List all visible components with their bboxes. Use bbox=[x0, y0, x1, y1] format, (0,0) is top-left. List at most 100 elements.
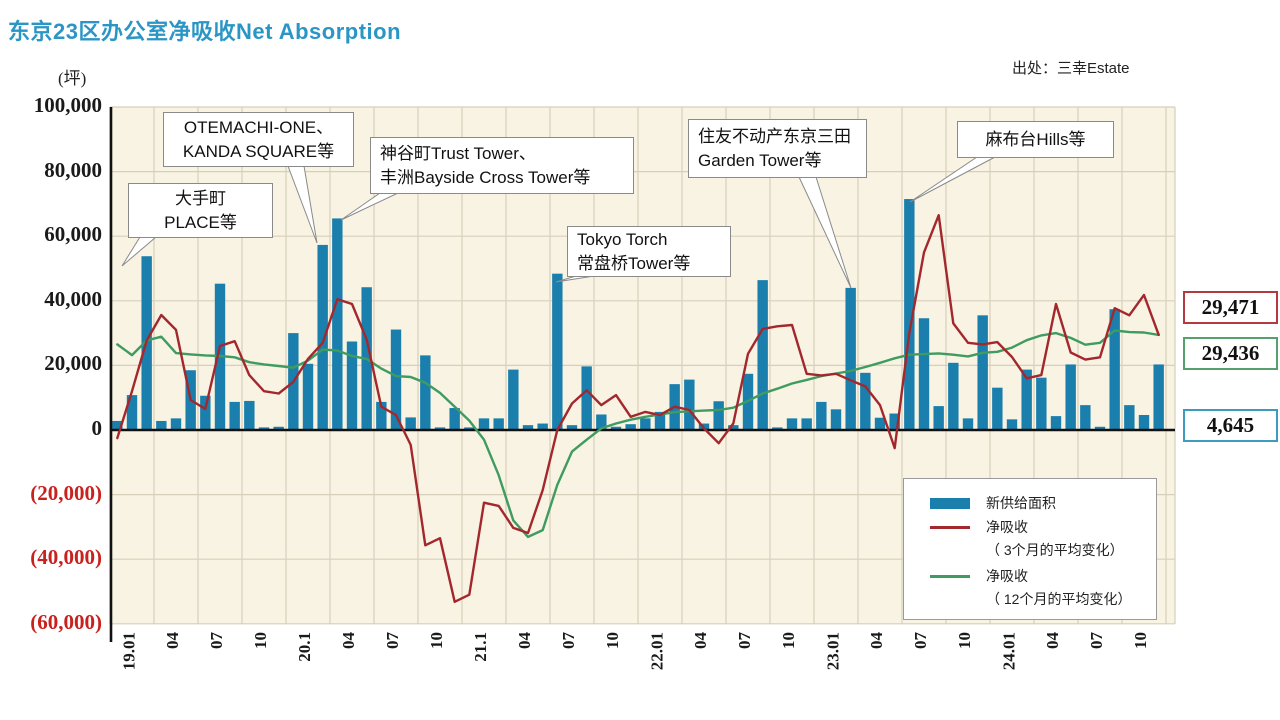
supply-bar bbox=[860, 372, 871, 430]
x-tick-label: 04 bbox=[1043, 632, 1062, 649]
supply-bar bbox=[508, 369, 519, 430]
supply-bar bbox=[684, 379, 695, 430]
annotation-otemachi-one-kanda-square: OTEMACHI-ONE、 KANDA SQUARE等 bbox=[163, 112, 354, 167]
supply-bar bbox=[1065, 364, 1076, 430]
annotation-sumitomo-mita-garden-tower: 住友不动产东京三田 Garden Tower等 bbox=[688, 119, 867, 178]
supply-bar bbox=[801, 418, 812, 430]
legend-sublabel: （ 3个月的平均变化） bbox=[986, 542, 1124, 558]
legend: 新供给面积 净吸收 （ 3个月的平均变化） 净吸收 （ 12个月的平均变化） bbox=[903, 478, 1157, 620]
x-tick-label: 04 bbox=[163, 632, 182, 649]
x-tick-label: 07 bbox=[911, 632, 930, 649]
x-tick-label: 10 bbox=[955, 632, 974, 649]
supply-bar bbox=[918, 318, 930, 430]
annotation-line: Garden Tower等 bbox=[698, 150, 822, 170]
supply-bar bbox=[728, 425, 739, 430]
supply-bar bbox=[522, 425, 534, 430]
annotation-line: OTEMACHI-ONE、 bbox=[183, 117, 334, 137]
annotation-line: KANDA SQUARE等 bbox=[182, 141, 335, 161]
x-tick-label: 23.01 bbox=[823, 632, 842, 671]
supply-bar bbox=[244, 400, 255, 430]
x-tick-label: 22.01 bbox=[647, 632, 666, 671]
supply-bar bbox=[1094, 426, 1106, 430]
supply-bar bbox=[889, 413, 900, 430]
x-tick-label: 04 bbox=[515, 632, 534, 649]
annotation-line: 神谷町Trust Tower、 bbox=[380, 143, 536, 163]
supply-bar bbox=[830, 409, 842, 430]
x-tick-label: 10 bbox=[1131, 632, 1150, 649]
supply-bar bbox=[1050, 416, 1062, 430]
x-tick-label: 10 bbox=[251, 632, 270, 649]
supply-bar bbox=[992, 387, 1003, 430]
x-tick-label: 21.1 bbox=[471, 632, 490, 662]
supply-bar bbox=[1036, 377, 1047, 430]
annotation-line: PLACE等 bbox=[164, 212, 237, 232]
supply-bar bbox=[346, 341, 358, 430]
y-tick-label: 0 bbox=[91, 416, 103, 440]
supply-bar bbox=[200, 395, 211, 430]
value-box-net-absorption-3m: 29,471 bbox=[1183, 291, 1278, 324]
annotation-azabudai-hills: 麻布台Hills等 bbox=[957, 121, 1114, 158]
supply-bar bbox=[273, 426, 284, 430]
annotation-line: 丰洲Bayside Cross Tower等 bbox=[380, 167, 591, 187]
x-tick-label: 24.01 bbox=[999, 632, 1018, 671]
x-tick-label: 10 bbox=[779, 632, 798, 649]
supply-bar bbox=[420, 355, 431, 430]
supply-bar bbox=[405, 417, 416, 430]
source-label: 出处：三幸Estate bbox=[1012, 60, 1130, 77]
supply-bar bbox=[1138, 414, 1150, 430]
net-absorption-3m-line bbox=[116, 213, 1160, 603]
supply-bar bbox=[112, 420, 123, 430]
supply-bar bbox=[845, 287, 856, 430]
supply-bar bbox=[874, 417, 886, 430]
supply-bar bbox=[933, 406, 944, 430]
supply-bar bbox=[962, 418, 974, 430]
legend-item-net-absorption-3m: 净吸收 bbox=[930, 515, 1156, 539]
supply-bar bbox=[170, 418, 182, 430]
x-tick-label: 07 bbox=[559, 632, 578, 649]
x-tick-label: 07 bbox=[383, 632, 402, 649]
x-tick-label: 07 bbox=[1087, 632, 1106, 649]
annotation-tokyo-torch: Tokyo Torch 常盘桥Tower等 bbox=[567, 226, 731, 277]
supply-bar bbox=[229, 401, 240, 430]
annotation-line: 常盘桥Tower等 bbox=[577, 253, 691, 273]
x-tick-label: 19.01 bbox=[119, 632, 138, 671]
annotation-otemachi-place: 大手町 PLACE等 bbox=[128, 183, 273, 238]
net-absorption-12m-line bbox=[116, 329, 1160, 539]
y-tick-label: 80,000 bbox=[44, 157, 102, 182]
supply-bar bbox=[566, 425, 578, 430]
supply-bar bbox=[537, 423, 548, 430]
y-tick-label: (40,000) bbox=[30, 545, 102, 570]
annotation-line: 麻布台Hills等 bbox=[985, 129, 1086, 149]
x-tick-label: 04 bbox=[339, 632, 358, 649]
x-tick-label: 04 bbox=[867, 632, 886, 649]
supply-bar bbox=[1109, 309, 1120, 430]
annotation-line: Tokyo Torch bbox=[577, 229, 668, 249]
y-tick-label: 20,000 bbox=[44, 351, 102, 376]
supply-bar bbox=[126, 395, 138, 430]
supply-bar bbox=[376, 401, 387, 430]
annotation-kamiyacho-toyosu: 神谷町Trust Tower、 丰洲Bayside Cross Tower等 bbox=[370, 137, 634, 194]
supply-bar bbox=[1124, 405, 1135, 430]
legend-label: 净吸收 bbox=[986, 568, 1028, 584]
supply-bar bbox=[390, 329, 402, 430]
y-tick-label: (60,000) bbox=[30, 609, 102, 634]
legend-green-line-swatch bbox=[930, 574, 970, 578]
page-title: 东京23区办公室净吸收Net Absorption bbox=[8, 19, 402, 44]
y-tick-label: 40,000 bbox=[44, 286, 102, 311]
x-tick-label: 04 bbox=[691, 632, 710, 649]
supply-bar bbox=[610, 426, 622, 430]
supply-bar bbox=[596, 414, 607, 430]
supply-bar bbox=[1006, 419, 1018, 430]
legend-bar-swatch bbox=[930, 497, 970, 509]
legend-label: 净吸收 bbox=[986, 519, 1028, 535]
supply-bar bbox=[757, 280, 768, 430]
supply-bar bbox=[654, 411, 666, 430]
value-box-new-supply: 4,645 bbox=[1183, 409, 1278, 442]
supply-bar bbox=[786, 418, 798, 430]
y-axis-unit-label: (坪) bbox=[58, 69, 87, 88]
y-tick-label: (20,000) bbox=[30, 480, 102, 505]
supply-bar bbox=[977, 315, 988, 430]
supply-bar bbox=[713, 401, 724, 430]
